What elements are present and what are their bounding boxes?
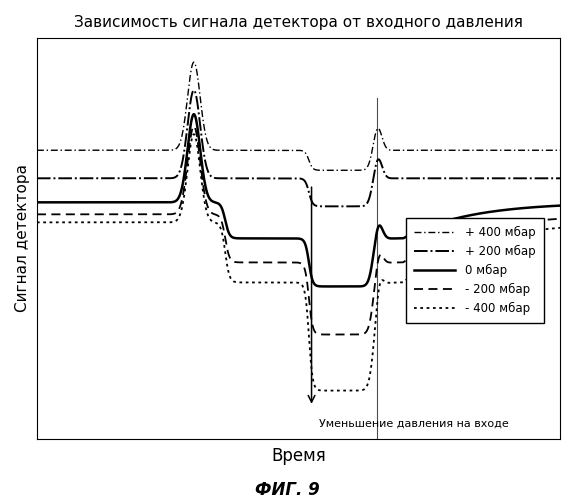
X-axis label: Время: Время bbox=[271, 447, 326, 465]
Title: Зависимость сигнала детектора от входного давления: Зависимость сигнала детектора от входног… bbox=[74, 15, 523, 30]
Text: ФИГ. 9: ФИГ. 9 bbox=[255, 481, 320, 499]
Text: Уменьшение давления на входе: Уменьшение давления на входе bbox=[319, 418, 509, 428]
Y-axis label: Сигнал детектора: Сигнал детектора bbox=[15, 164, 30, 312]
Legend: + 400 мбар, + 200 мбар, 0 мбар, - 200 мбар, - 400 мбар: + 400 мбар, + 200 мбар, 0 мбар, - 200 мб… bbox=[406, 218, 543, 323]
